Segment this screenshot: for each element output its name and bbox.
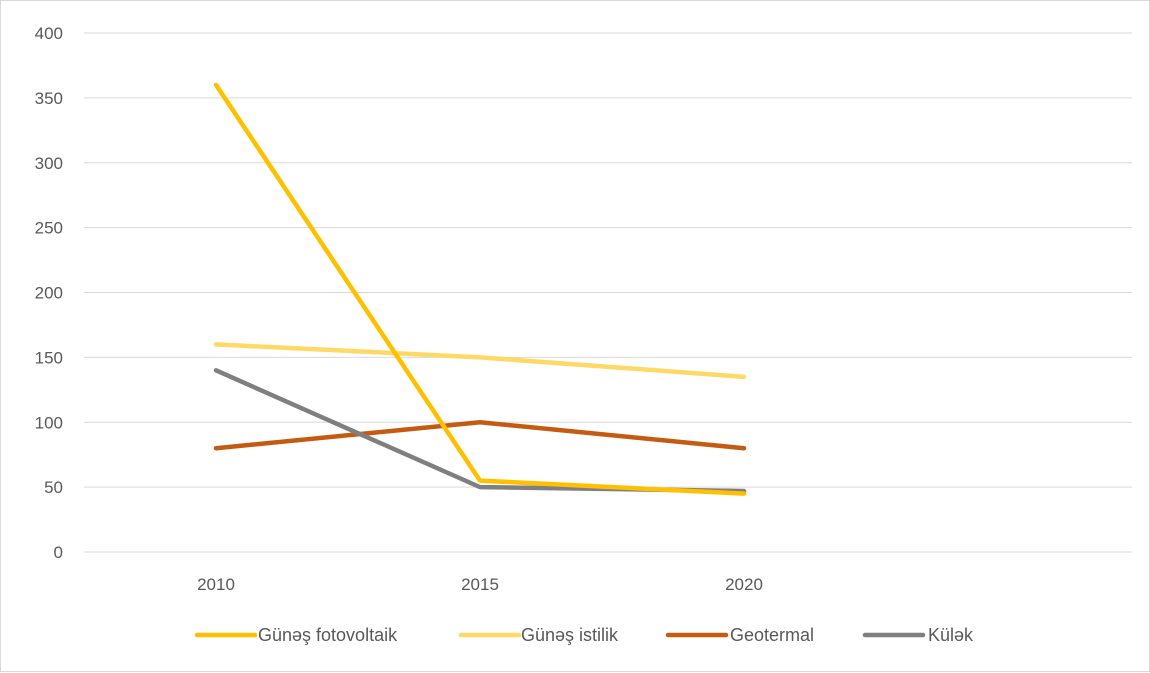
series-lines: [213, 82, 747, 496]
series-line: [213, 82, 747, 496]
y-tick-label: 250: [35, 219, 63, 238]
y-tick-label: 350: [35, 89, 63, 108]
y-tick-label: 150: [35, 348, 63, 367]
x-tick-label: 2010: [197, 575, 235, 594]
y-tick-label: 100: [35, 413, 63, 432]
y-tick-label: 0: [54, 543, 63, 562]
series-line: [213, 368, 747, 494]
legend-label: Geotermal: [730, 625, 814, 645]
x-tick-label: 2020: [725, 575, 763, 594]
y-tick-label: 300: [35, 154, 63, 173]
y-tick-label: 50: [44, 478, 63, 497]
legend-label: Külək: [928, 625, 974, 645]
gridlines: [84, 32, 1132, 553]
y-tick-label: 200: [35, 284, 63, 303]
legend-label: Günəş istilik: [521, 625, 619, 645]
x-tick-label: 2015: [461, 575, 499, 594]
series-line: [213, 420, 747, 451]
x-axis-ticks: 2010 2015 2020: [197, 575, 763, 594]
legend: Günəş fotovoltaik Günəş istilik Geotermal K…: [194, 625, 974, 645]
y-axis-ticks: 0 50 100 150 200 250 300 350 400: [35, 24, 63, 562]
series-line: [213, 342, 747, 380]
legend-label: Günəş fotovoltaik: [258, 625, 398, 645]
y-tick-label: 400: [35, 24, 63, 43]
